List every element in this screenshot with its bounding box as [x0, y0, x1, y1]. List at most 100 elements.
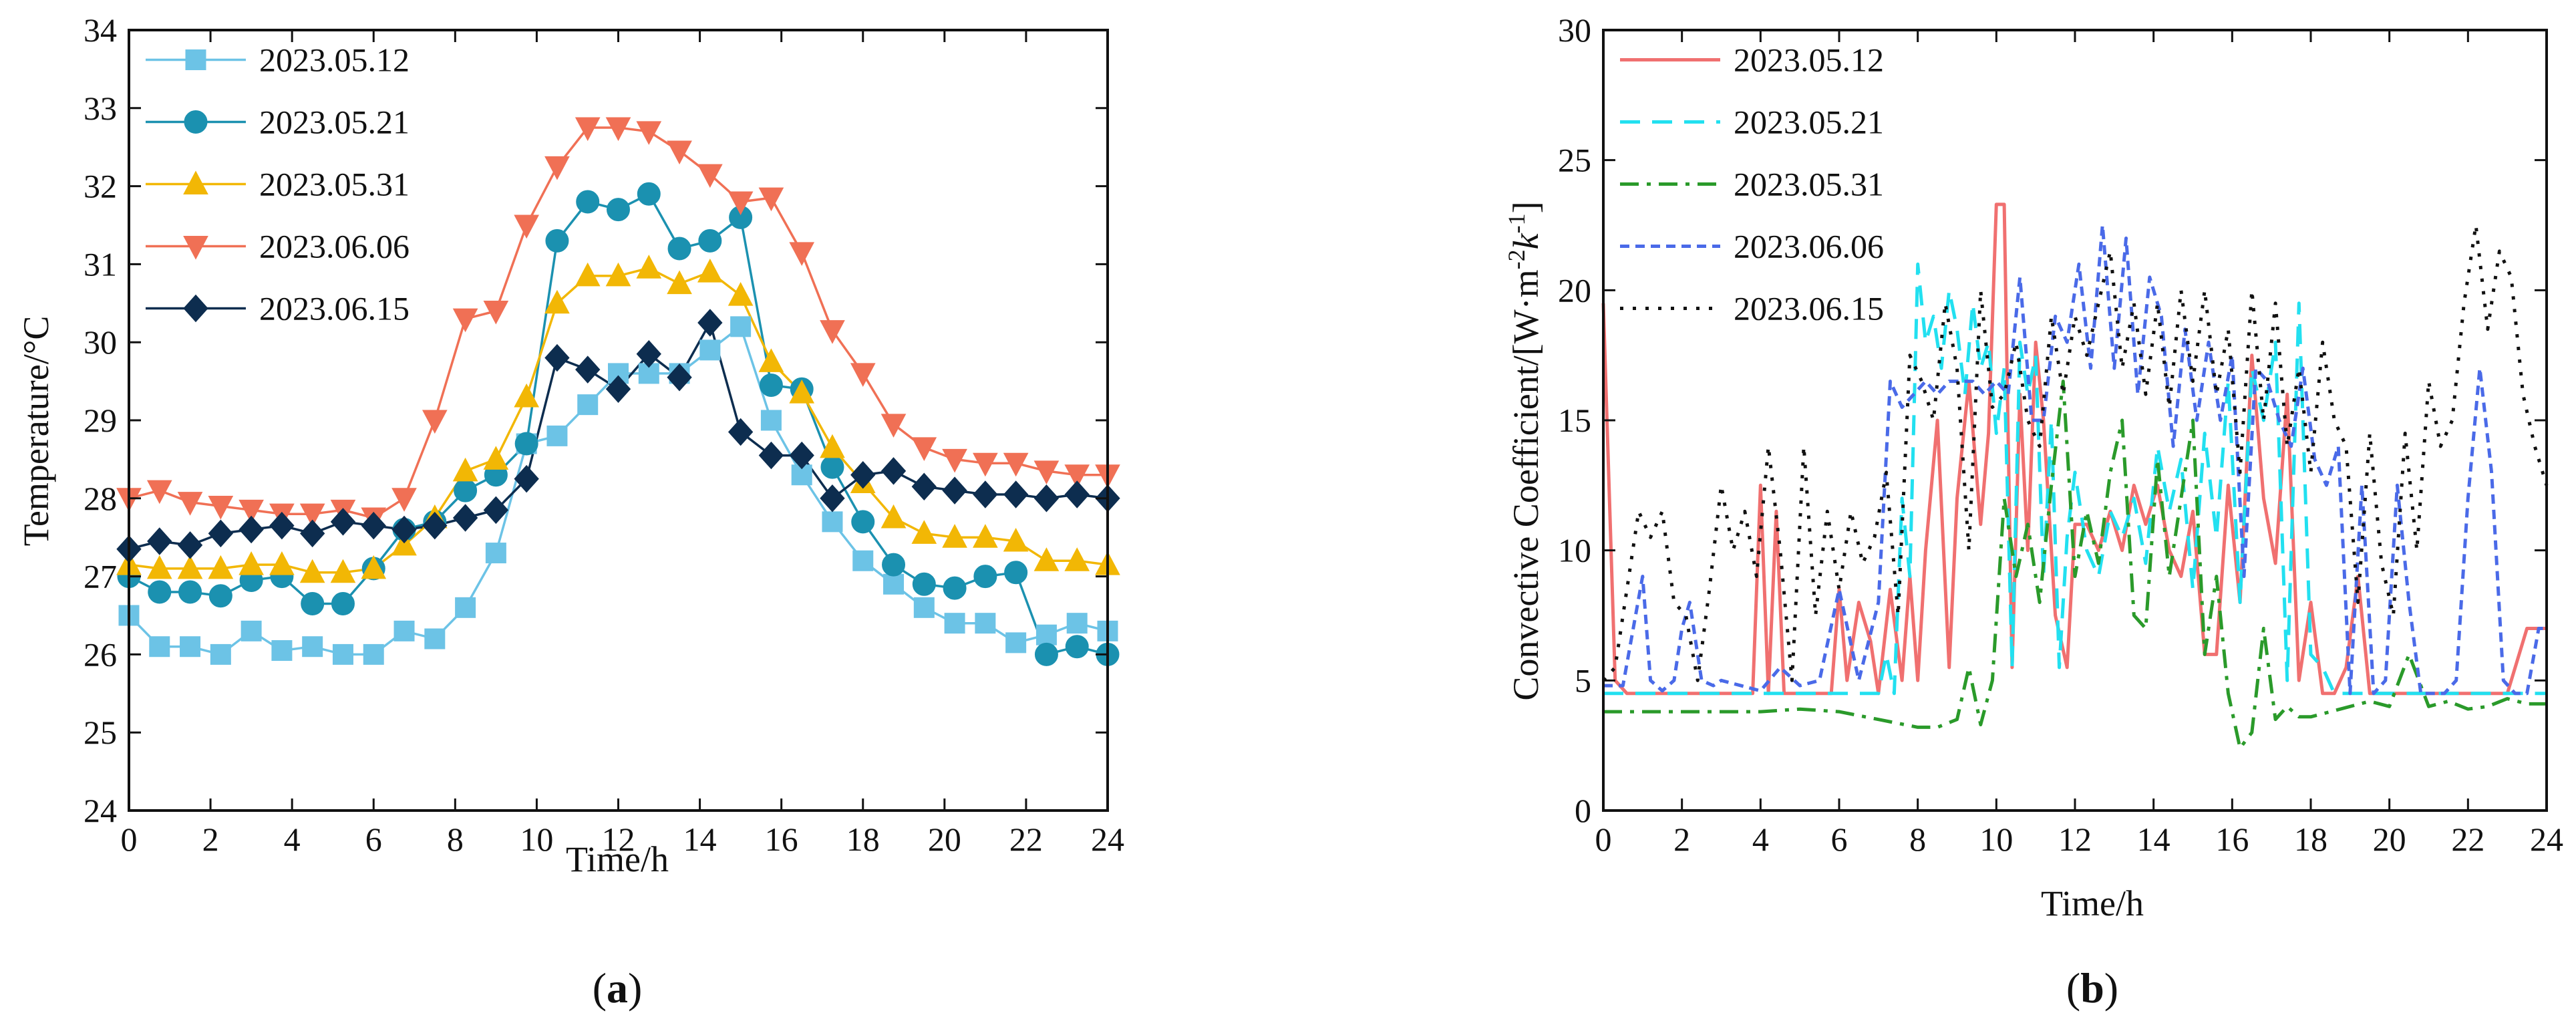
panel-a-data-point	[1065, 635, 1089, 659]
panel-b-legend-label: 2023.06.06	[1734, 228, 1884, 265]
panel-b-series-line-2023.06.06	[1603, 223, 2547, 696]
panel-a-data-point	[820, 484, 845, 513]
panel-a-data-point	[758, 187, 784, 212]
panel-b-legend-label: 2023.05.12	[1734, 41, 1884, 79]
panel-a-data-point	[514, 464, 539, 493]
panel-a-data-point	[424, 628, 446, 649]
panel-a-data-point	[850, 363, 876, 387]
panel-a-x-tick-label: 2	[202, 821, 219, 858]
panel-a-data-point	[149, 636, 170, 657]
panel-a-data-point	[302, 636, 323, 657]
panel-a-data-point	[605, 117, 631, 142]
panel-a-legend-marker	[183, 236, 208, 260]
panel-a-data-point	[177, 492, 203, 516]
panel-a-data-point	[789, 242, 815, 266]
panel-a-x-tick-label: 22	[1009, 821, 1043, 858]
panel-a-x-tick-label: 6	[365, 821, 382, 858]
panel-b-y-tick-label: 30	[1558, 11, 1591, 49]
panel-a-data-point	[667, 140, 692, 165]
panel-a-data-point	[883, 573, 905, 595]
panel-a-data-point	[1064, 464, 1090, 488]
panel-b-x-tick-label: 16	[2215, 821, 2249, 858]
panel-a-data-point	[361, 511, 386, 540]
panel-a-data-point	[667, 237, 691, 261]
panel-a-y-tick-label: 33	[84, 90, 117, 127]
panel-a-y-tick-label: 32	[84, 168, 117, 205]
panel-a-x-tick-label: 20	[928, 821, 961, 858]
panel-a-x-tick-label: 16	[765, 821, 798, 858]
panel-a-y-tick-label: 27	[84, 558, 117, 595]
panel-a-data-point	[820, 320, 845, 344]
panel-b-legend-label: 2023.05.21	[1734, 104, 1884, 141]
panel-a-data-point	[514, 432, 538, 456]
panel-b-label: (b)	[2066, 964, 2118, 1012]
panel-a-data-point	[1005, 632, 1027, 653]
panel-a-data-point	[1004, 561, 1028, 585]
panel-a-data-point	[942, 524, 967, 548]
panel-a-data-point	[728, 418, 754, 446]
panel-a-data-point	[636, 255, 662, 279]
panel-a-data-point	[698, 229, 722, 253]
panel-a-data-point	[544, 156, 570, 180]
panel-a-data-point	[605, 375, 631, 404]
panel-a-data-point	[822, 511, 843, 533]
panel-a-y-tick-label: 29	[84, 402, 117, 439]
panel-a-data-point	[422, 410, 448, 434]
panel-a-data-point	[208, 519, 234, 548]
panel-a-data-point	[880, 457, 907, 485]
panel-a-data-point	[1033, 547, 1060, 571]
panel-a-data-point	[452, 504, 478, 532]
panel-a-data-point	[391, 488, 417, 512]
panel-a-data-point	[880, 414, 907, 438]
panel-a-data-point	[208, 555, 234, 579]
panel-a-data-point	[178, 580, 202, 604]
panel-a-data-point	[758, 348, 784, 372]
panel-a-data-point	[391, 515, 417, 544]
panel-a-data-point	[944, 613, 965, 634]
panel-a-data-point	[361, 555, 387, 579]
panel-b-series-line-2023.05.21	[1603, 262, 2547, 696]
panel-a-data-point	[912, 572, 936, 596]
panel-a-x-tick-label: 4	[284, 821, 301, 858]
panel-b-x-tick-label: 20	[2373, 821, 2406, 858]
panel-a-data-point	[911, 437, 937, 461]
panel-a-data-point	[975, 613, 996, 634]
panel-a-legend-marker	[184, 110, 208, 134]
panel-a-data-point	[1003, 452, 1029, 477]
panel-b-x-tick-label: 14	[2137, 821, 2170, 858]
panel-a-data-point	[393, 620, 415, 641]
panel-b-legend-label: 2023.05.31	[1734, 166, 1884, 203]
panel-a-x-tick-label: 0	[121, 821, 138, 858]
panel-a-data-point	[483, 446, 509, 470]
panel-b-x-tick-label: 10	[1979, 821, 2013, 858]
panel-a-data-point	[271, 640, 293, 662]
panel-a-data-point	[238, 499, 264, 524]
panel-a-data-point	[758, 441, 784, 470]
panel-a-data-point	[544, 343, 570, 372]
panel-a-data-point	[697, 259, 723, 283]
panel-b-y-tick-label: 5	[1575, 662, 1591, 699]
panel-a-y-tick-label: 28	[84, 480, 117, 517]
panel-a-data-point	[728, 191, 754, 216]
panel-b-x-tick-label: 4	[1752, 821, 1769, 858]
panel-a-y-tick-label: 34	[84, 11, 117, 49]
panel-b-x-tick-label: 6	[1831, 821, 1848, 858]
panel-b-series-line-2023.05.31	[1603, 380, 2547, 750]
panel-b-x-tick-label: 8	[1909, 821, 1926, 858]
panel-a-data-point	[180, 636, 201, 657]
panel-a-data-point	[147, 527, 172, 555]
panel-a-data-point	[973, 524, 998, 548]
panel-a-legend-marker	[185, 49, 206, 70]
panel-a-data-point	[973, 565, 997, 589]
panel-a-y-tick-label: 25	[84, 714, 117, 751]
panel-a-data-point	[852, 550, 874, 571]
panel-a-data-point	[697, 309, 723, 337]
panel-a-data-point	[728, 282, 754, 306]
panel-a-data-point	[177, 531, 203, 559]
panel-a-data-point	[759, 373, 783, 397]
panel-a-y-axis-title: Temperature/°C	[16, 316, 56, 547]
panel-a-temperature-chart: 0 2 4 6 8 10 12 14 16 18 20 22 242425262728293031323…	[16, 11, 1124, 1012]
panel-a-data-point	[699, 339, 721, 361]
